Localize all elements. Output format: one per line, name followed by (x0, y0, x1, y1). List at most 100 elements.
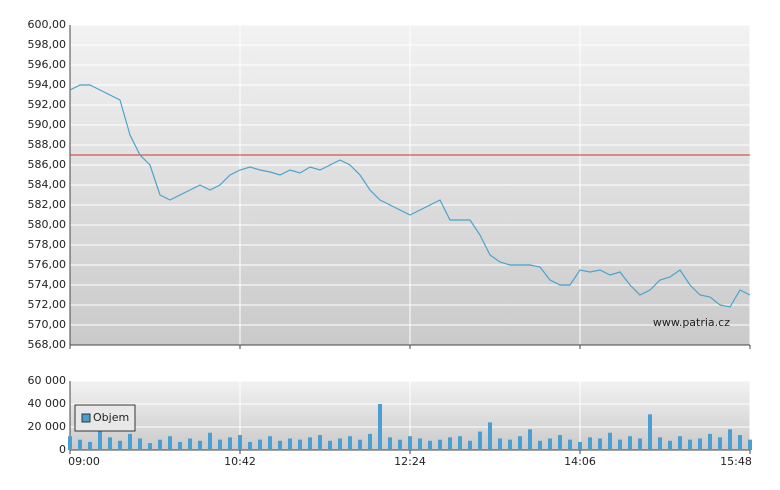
volume-bar (538, 440, 542, 450)
volume-bar (168, 436, 172, 450)
volume-bar (458, 436, 462, 450)
price-line (69, 84, 751, 308)
y-tick-label: 588,00 (28, 138, 67, 151)
volume-bar (598, 438, 602, 450)
volume-bar (638, 438, 642, 450)
y-tick-label: 0 (59, 443, 66, 456)
y-tick-label: 60 000 (28, 374, 67, 387)
volume-bar (238, 435, 242, 450)
volume-bar (718, 437, 722, 450)
volume-bar (418, 438, 422, 450)
y-tick-label: 584,00 (28, 178, 67, 191)
volume-bar (568, 439, 572, 450)
volume-bar (308, 437, 312, 450)
volume-bar (388, 437, 392, 450)
volume-bar (248, 441, 252, 450)
volume-bar (428, 440, 432, 450)
y-tick-label: 582,00 (28, 198, 67, 211)
volume-bar (358, 439, 362, 450)
volume-bar (578, 441, 582, 450)
volume-bar (728, 429, 732, 450)
y-tick-label: 572,00 (28, 298, 67, 311)
y-tick-label: 586,00 (28, 158, 67, 171)
x-tick-label: 15:48 (720, 455, 752, 468)
volume-bar (618, 439, 622, 450)
volume-bar (198, 440, 202, 450)
y-tick-label: 600,00 (28, 18, 67, 31)
y-tick-label: 592,00 (28, 98, 67, 111)
y-tick-label: 574,00 (28, 278, 67, 291)
volume-bar (268, 436, 272, 450)
volume-bar (628, 436, 632, 450)
volume-bar (698, 438, 702, 450)
volume-bar (668, 440, 672, 450)
volume-bar (138, 438, 142, 450)
volume-bar (548, 438, 552, 450)
y-tick-label: 598,00 (28, 38, 67, 51)
volume-bar (688, 439, 692, 450)
volume-bar (78, 439, 82, 450)
volume-bar (658, 437, 662, 450)
volume-bar (128, 433, 132, 450)
y-tick-label: 590,00 (28, 118, 67, 131)
volume-bar (648, 414, 652, 450)
volume-bar (558, 435, 562, 450)
watermark: www.patria.cz (653, 316, 730, 329)
y-tick-label: 570,00 (28, 318, 67, 331)
volume-bar (378, 404, 382, 450)
volume-bar (368, 433, 372, 450)
volume-bar (88, 441, 92, 450)
volume-bar (288, 438, 292, 450)
volume-bar (298, 439, 302, 450)
y-tick-label: 40 000 (28, 397, 67, 410)
y-tick-label: 568,00 (28, 338, 67, 351)
legend-swatch (81, 413, 91, 423)
volume-bar (488, 422, 492, 450)
volume-bar (588, 437, 592, 450)
x-tick-label: 10:42 (224, 455, 256, 468)
y-tick-label: 580,00 (28, 218, 67, 231)
volume-bar (178, 441, 182, 450)
volume-bar (408, 436, 412, 450)
volume-bar (228, 437, 232, 450)
y-tick-label: 594,00 (28, 78, 67, 91)
volume-bar (748, 439, 752, 450)
volume-bar (678, 436, 682, 450)
volume-bar (468, 440, 472, 450)
legend-label: Objem (93, 411, 129, 424)
x-tick-label: 14:06 (564, 455, 596, 468)
volume-bar (608, 432, 612, 450)
volume-bar (708, 433, 712, 450)
volume-bar (348, 436, 352, 450)
volume-bar (438, 439, 442, 450)
volume-bar (218, 439, 222, 450)
volume-bar (188, 438, 192, 450)
volume-bar (278, 440, 282, 450)
volume-bar (498, 438, 502, 450)
volume-bar (738, 435, 742, 450)
volume-bar (398, 439, 402, 450)
volume-bar (68, 436, 72, 450)
volume-bar (258, 439, 262, 450)
volume-bar (518, 436, 522, 450)
y-tick-label: 596,00 (28, 58, 67, 71)
y-tick-label: 578,00 (28, 238, 67, 251)
y-tick-label: 576,00 (28, 258, 67, 271)
volume-bar (338, 438, 342, 450)
volume-bar (108, 437, 112, 450)
volume-bar (318, 435, 322, 450)
x-tick-label: 09:00 (68, 455, 100, 468)
volume-bar (508, 439, 512, 450)
volume-bar (208, 432, 212, 450)
volume-bar (528, 429, 532, 450)
x-tick-label: 12:24 (394, 455, 426, 468)
volume-bar (328, 440, 332, 450)
volume-bar (448, 437, 452, 450)
y-tick-label: 20 000 (28, 420, 67, 433)
volume-bar (118, 440, 122, 450)
volume-bar (158, 439, 162, 450)
volume-bar (148, 443, 152, 450)
volume-bar (478, 431, 482, 450)
volume-bar (98, 429, 102, 450)
